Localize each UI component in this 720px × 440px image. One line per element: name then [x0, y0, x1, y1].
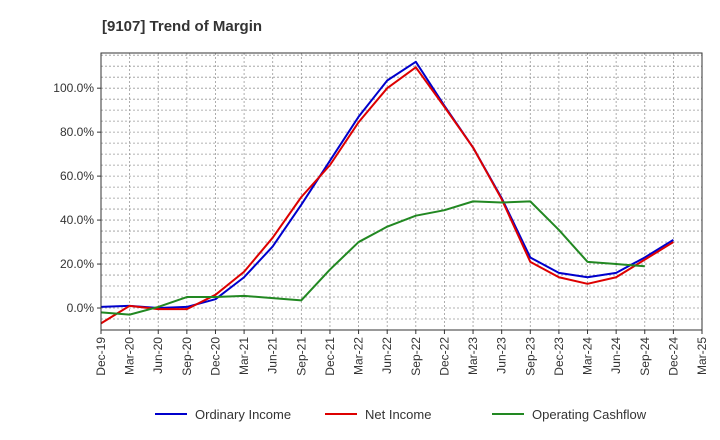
legend-label-ordinary-income: Ordinary Income — [195, 407, 291, 422]
x-tick-label: Sep-20 — [180, 337, 194, 376]
y-tick-label: 20.0% — [60, 257, 94, 271]
grid-lines — [101, 53, 702, 330]
x-tick-label: Mar-20 — [123, 337, 137, 375]
x-tick-label: Dec-22 — [437, 337, 451, 376]
x-axis-ticks: Dec-19 Mar-20 Jun-20 Sep-20 Dec-20 Mar-21 Jun-… — [94, 330, 709, 376]
x-tick-label: Mar-25 — [695, 337, 709, 375]
y-tick-label: 100.0% — [53, 81, 94, 95]
x-tick-label: Sep-22 — [409, 337, 423, 376]
series-lines — [100, 60, 674, 325]
x-tick-label: Dec-19 — [94, 337, 108, 376]
chart-title: [9107] Trend of Margin — [102, 18, 262, 35]
x-tick-label: Mar-21 — [237, 337, 251, 375]
x-tick-label: Jun-21 — [266, 337, 280, 374]
x-tick-label: Mar-22 — [352, 337, 366, 375]
legend: Ordinary Income Net Income Operating Cashf… — [155, 407, 647, 422]
x-tick-label: Jun-24 — [609, 337, 623, 374]
x-tick-label: Sep-21 — [294, 337, 308, 376]
x-tick-label: Sep-24 — [638, 337, 652, 376]
y-tick-label: 60.0% — [60, 169, 94, 183]
x-tick-label: Dec-20 — [208, 337, 222, 376]
series-line-net-income — [100, 66, 674, 325]
x-tick-label: Mar-23 — [466, 337, 480, 375]
x-tick-label: Sep-23 — [523, 337, 537, 376]
x-tick-label: Jun-22 — [380, 337, 394, 374]
x-tick-label: Jun-23 — [495, 337, 509, 374]
x-tick-label: Jun-20 — [151, 337, 165, 374]
y-tick-label: 40.0% — [60, 213, 94, 227]
plot-frame — [100, 52, 703, 331]
x-tick-label: Dec-21 — [323, 337, 337, 376]
y-tick-label: 0.0% — [67, 301, 95, 315]
legend-label-operating-cashflow: Operating Cashflow — [532, 407, 647, 422]
x-tick-label: Dec-23 — [552, 337, 566, 376]
x-tick-label: Dec-24 — [666, 337, 680, 376]
y-tick-label: 80.0% — [60, 125, 94, 139]
x-tick-label: Mar-24 — [581, 337, 595, 375]
legend-label-net-income: Net Income — [365, 407, 431, 422]
series-line-operating-cashflow — [100, 200, 645, 316]
y-axis-ticks: 0.0% 20.0% 40.0% 60.0% 80.0% 100.0% — [53, 81, 101, 315]
